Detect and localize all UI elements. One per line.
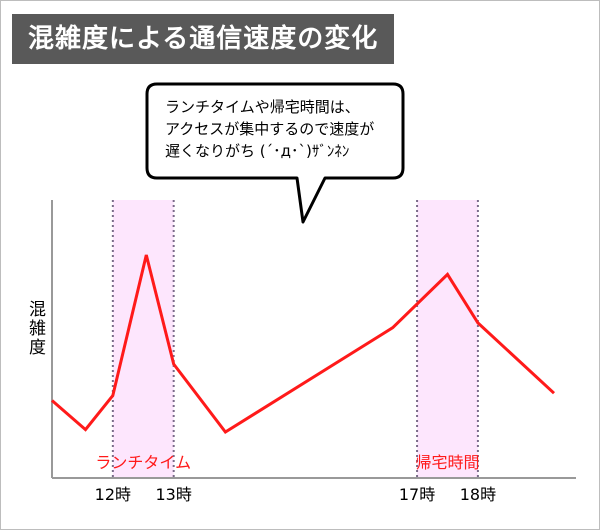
speech-bubble: ランチタイムや帰宅時間は、 アクセスが集中するので速度が 遅くなりがち (´･д… (145, 82, 405, 224)
speech-bubble-line: 遅くなりがち (´･д･`)ｻﾞﾝﾈﾝ (165, 142, 350, 160)
period-band (417, 200, 478, 478)
y-axis-label: 混雑度 (25, 300, 45, 357)
x-tick-label: 12時 (95, 485, 131, 504)
speech-bubble-text: ランチタイムや帰宅時間は、 アクセスが集中するので速度が 遅くなりがち (´･д… (165, 96, 410, 162)
period-band (112, 200, 174, 478)
speech-bubble-shape (145, 82, 405, 224)
series-line (51, 254, 556, 434)
x-tick-label: 17時 (399, 485, 435, 504)
x-tick-label: 13時 (155, 485, 191, 504)
speech-bubble-line: ランチタイムや帰宅時間は、 (165, 98, 360, 116)
period-label: ランチタイム (95, 453, 191, 472)
x-tick-label: 18時 (460, 485, 496, 504)
speech-bubble-line: アクセスが集中するので速度が (165, 120, 375, 138)
period-label: 帰宅時間 (415, 453, 479, 472)
page-title: 混雑度による通信速度の変化 (12, 14, 395, 64)
